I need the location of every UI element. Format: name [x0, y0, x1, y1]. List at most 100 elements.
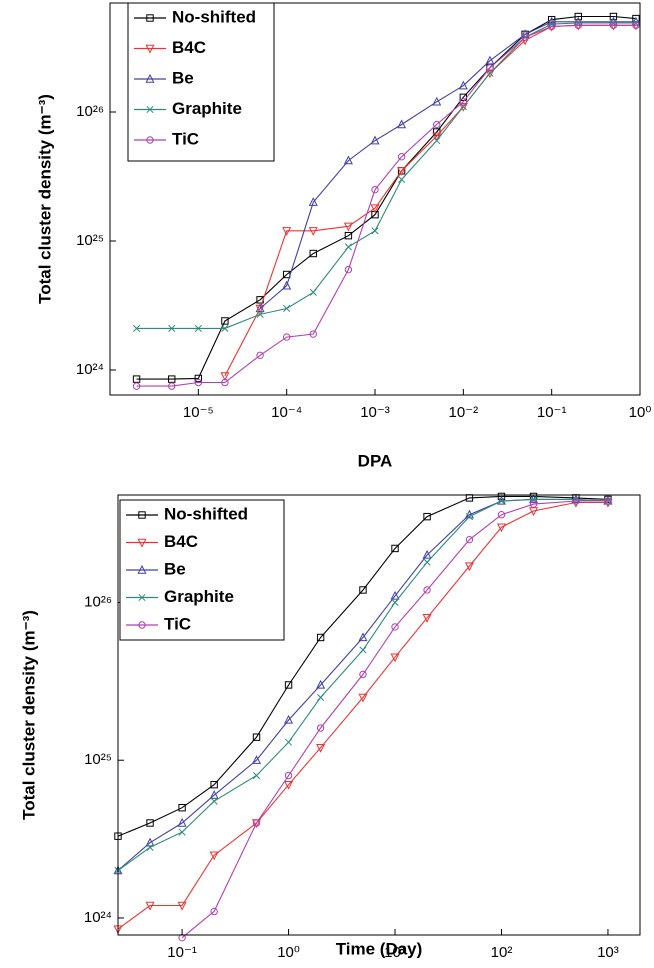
- marker: [391, 598, 399, 607]
- marker: [458, 102, 468, 112]
- marker: [282, 280, 292, 290]
- marker: [432, 132, 442, 142]
- x-tick-label: 10⁻⁵: [183, 404, 214, 421]
- marker: [316, 679, 326, 689]
- marker: [284, 681, 293, 689]
- marker: [344, 231, 353, 240]
- marker: [145, 837, 155, 847]
- legend-label: Graphite: [172, 99, 242, 118]
- marker: [177, 901, 187, 911]
- marker: [178, 804, 186, 812]
- legend-label: TiC: [172, 129, 199, 148]
- marker: [209, 851, 219, 861]
- marker: [343, 222, 353, 232]
- marker: [370, 204, 380, 214]
- marker: [458, 80, 468, 90]
- x-tick-label: 10⁻⁴: [271, 404, 302, 421]
- legend-label: B4C: [172, 38, 206, 57]
- marker: [609, 12, 618, 21]
- marker: [391, 623, 399, 631]
- marker: [370, 135, 380, 145]
- legend-marker: [138, 593, 146, 602]
- legend-label: No-shifted: [172, 7, 256, 26]
- series-line: [224, 24, 636, 377]
- marker: [284, 780, 294, 790]
- marker: [397, 119, 407, 129]
- marker: [282, 333, 291, 341]
- marker: [168, 382, 176, 390]
- marker: [422, 549, 432, 559]
- marker: [145, 901, 155, 911]
- legend-marker: [146, 14, 154, 22]
- series-line: [136, 22, 636, 329]
- marker: [497, 492, 506, 501]
- legend-label: Be: [164, 559, 186, 578]
- marker: [609, 21, 618, 30]
- marker: [256, 310, 264, 318]
- marker: [316, 744, 326, 753]
- series-line: [136, 24, 636, 387]
- marker: [604, 497, 612, 505]
- series-line: [259, 21, 636, 309]
- marker: [572, 497, 580, 505]
- marker: [359, 586, 367, 594]
- series-line: [117, 495, 609, 837]
- marker: [422, 614, 432, 623]
- x-tick-label: 10²: [491, 944, 513, 961]
- marker: [256, 351, 264, 360]
- marker: [252, 771, 261, 780]
- marker: [251, 755, 262, 764]
- marker: [284, 771, 293, 780]
- legend-label: TiC: [164, 614, 191, 633]
- plot-frame: [117, 494, 641, 936]
- marker: [371, 185, 379, 194]
- y-tick-label: 10²⁵: [84, 751, 112, 768]
- marker: [344, 265, 353, 274]
- marker: [210, 797, 218, 805]
- marker: [497, 497, 506, 505]
- marker: [390, 653, 400, 663]
- y-axis-title: Total cluster density (m⁻³): [19, 610, 38, 820]
- legend-label: Be: [172, 68, 194, 87]
- marker: [497, 511, 506, 519]
- x-tick-label: 10¹: [384, 944, 406, 961]
- series-line: [136, 15, 637, 380]
- marker: [344, 243, 352, 251]
- marker: [210, 780, 218, 789]
- marker: [358, 632, 368, 642]
- marker: [316, 724, 325, 732]
- legend-marker: [138, 511, 146, 519]
- marker: [432, 96, 442, 106]
- marker: [168, 324, 176, 332]
- marker: [308, 227, 318, 236]
- marker: [316, 633, 325, 642]
- legend-marker: [146, 136, 154, 144]
- marker: [459, 98, 468, 106]
- marker: [496, 523, 507, 533]
- y-tick-label: 10²⁵: [76, 232, 104, 249]
- marker: [398, 175, 406, 184]
- marker: [309, 330, 317, 338]
- marker: [391, 544, 399, 553]
- marker: [132, 375, 141, 383]
- marker: [178, 828, 186, 836]
- y-tick-label: 10²⁴: [84, 909, 112, 926]
- marker: [433, 120, 441, 129]
- marker: [194, 378, 203, 387]
- marker: [632, 21, 640, 30]
- marker: [521, 33, 529, 41]
- legend-label: No-shifted: [164, 504, 248, 523]
- x-tick-label: 10⁻¹: [537, 404, 567, 421]
- marker: [433, 137, 441, 145]
- marker: [547, 22, 556, 31]
- legend-marker: [138, 621, 146, 629]
- marker: [283, 304, 291, 313]
- marker: [574, 12, 582, 21]
- legend-marker: [145, 44, 155, 54]
- marker: [194, 324, 202, 332]
- marker: [397, 153, 406, 161]
- marker: [133, 324, 141, 332]
- x-axis-title: Time (Day): [336, 939, 423, 958]
- marker: [464, 562, 474, 572]
